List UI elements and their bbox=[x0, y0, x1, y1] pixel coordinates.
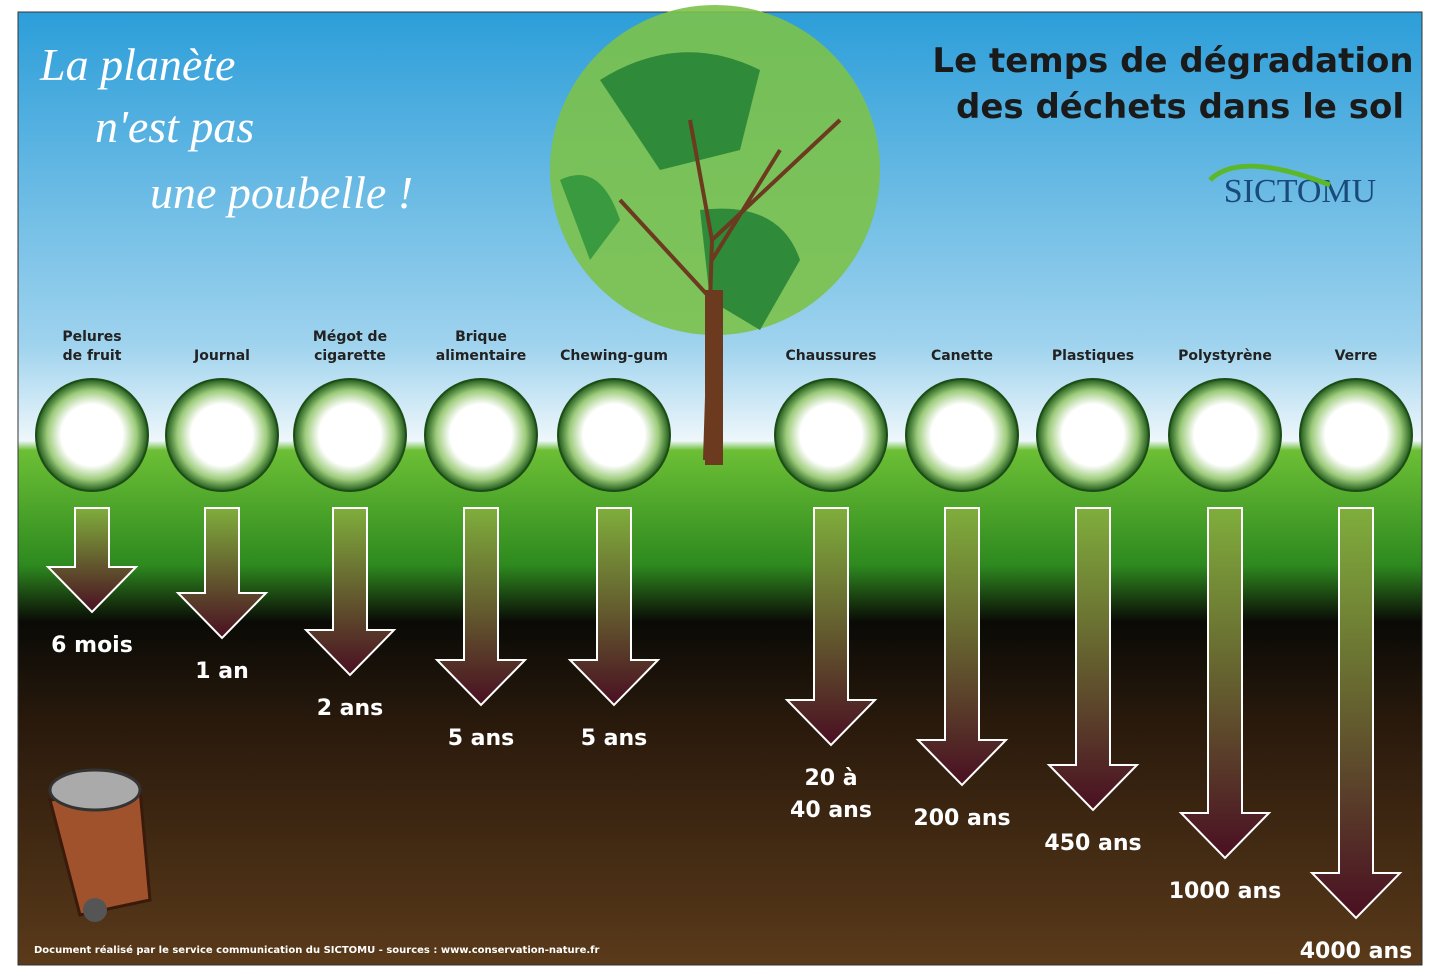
arrow bbox=[303, 507, 397, 677]
slogan: La planète bbox=[39, 39, 235, 90]
duration: 6 mois bbox=[51, 633, 133, 658]
duration: 4000 ans bbox=[1300, 939, 1413, 964]
arrow bbox=[915, 507, 1009, 787]
slogan: n'est pas bbox=[95, 101, 254, 152]
duration: 5 ans bbox=[448, 726, 515, 751]
item-label: Chewing-gum bbox=[560, 348, 668, 364]
arrow bbox=[567, 507, 661, 707]
item-label: alimentaire bbox=[436, 348, 526, 364]
item-icon bbox=[905, 378, 1019, 492]
slogan: une poubelle ! bbox=[150, 167, 413, 218]
duration: 1000 ans bbox=[1169, 879, 1282, 904]
duration: 2 ans bbox=[317, 696, 384, 721]
item-label: Brique bbox=[455, 329, 507, 345]
item-label: de fruit bbox=[63, 348, 122, 364]
item-label: Chaussures bbox=[785, 348, 876, 364]
duration: 5 ans bbox=[581, 726, 648, 751]
arrow bbox=[1178, 507, 1272, 860]
title: des déchets dans le sol bbox=[956, 87, 1404, 127]
item-label: Canette bbox=[931, 348, 993, 364]
item-icon bbox=[1036, 378, 1150, 492]
item-icon bbox=[1299, 378, 1413, 492]
duration: 40 ans bbox=[790, 798, 872, 823]
duration: 20 à bbox=[804, 766, 857, 791]
footer: Document réalisé par le service communic… bbox=[34, 944, 600, 956]
arrow bbox=[175, 507, 269, 640]
arrow bbox=[1309, 507, 1403, 920]
item-label: Plastiques bbox=[1052, 348, 1134, 364]
item-icon bbox=[774, 378, 888, 492]
item-label: cigarette bbox=[314, 348, 386, 364]
item-label: Pelures bbox=[62, 329, 121, 345]
item-label: Verre bbox=[1335, 348, 1378, 364]
item-icon bbox=[557, 378, 671, 492]
duration: 450 ans bbox=[1044, 831, 1141, 856]
item-label: Polystyrène bbox=[1178, 348, 1272, 364]
arrow bbox=[1046, 507, 1140, 812]
trash-bin bbox=[48, 768, 152, 922]
item-icon bbox=[1168, 378, 1282, 492]
duration: 200 ans bbox=[913, 806, 1010, 831]
logo: SICTOMU bbox=[1224, 173, 1376, 210]
arrow bbox=[784, 507, 878, 747]
item-icon bbox=[35, 378, 149, 492]
duration: 1 an bbox=[195, 659, 248, 684]
item-label: Journal bbox=[193, 348, 250, 364]
title: Le temps de dégradation bbox=[932, 41, 1413, 81]
arrow bbox=[434, 507, 528, 707]
tree bbox=[550, 5, 880, 465]
item-icon bbox=[165, 378, 279, 492]
item-icon bbox=[424, 378, 538, 492]
arrow bbox=[45, 507, 139, 614]
logo-swoosh bbox=[1208, 163, 1331, 188]
item-icon bbox=[293, 378, 407, 492]
item-label: Mégot de bbox=[313, 329, 387, 345]
